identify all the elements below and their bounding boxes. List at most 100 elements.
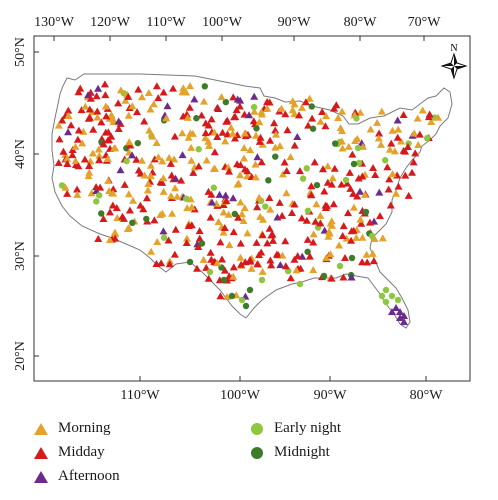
station-triangle-marker — [142, 194, 151, 202]
legend-item-afternoon: Afternoon — [34, 468, 120, 485]
station-triangle-marker — [228, 129, 237, 137]
station-triangle-marker — [288, 97, 297, 105]
station-triangle-marker — [167, 171, 176, 179]
station-triangle-marker — [397, 137, 406, 145]
station-circle-marker — [95, 192, 103, 199]
top-axis-label: 80°W — [344, 15, 378, 30]
station-triangle-marker — [336, 124, 345, 132]
station-circle-marker — [350, 160, 358, 168]
station-triangle-marker — [87, 189, 96, 197]
station-triangle-marker — [347, 273, 356, 281]
station-circle-marker — [198, 240, 206, 247]
station-triangle-marker — [326, 250, 335, 258]
station-triangle-marker — [250, 92, 259, 100]
station-triangle-marker — [413, 114, 422, 122]
station-triangle-marker — [236, 198, 245, 206]
station-triangle-marker — [102, 112, 111, 120]
station-triangle-marker — [257, 108, 266, 116]
station-triangle-marker — [166, 159, 175, 167]
station-triangle-marker — [259, 215, 268, 223]
station-triangle-marker — [112, 204, 121, 212]
station-triangle-marker — [182, 234, 191, 242]
station-triangle-marker — [375, 129, 384, 137]
station-triangle-marker — [74, 126, 83, 134]
station-triangle-marker — [159, 88, 168, 96]
station-triangle-marker — [159, 227, 168, 235]
station-triangle-marker — [92, 183, 101, 191]
station-triangle-marker — [255, 118, 264, 126]
station-triangle-marker — [240, 154, 249, 162]
station-triangle-marker — [338, 107, 347, 115]
station-triangle-marker — [73, 190, 82, 198]
station-triangle-marker — [195, 234, 204, 242]
station-triangle-marker — [157, 259, 166, 267]
station-triangle-marker — [63, 154, 72, 162]
station-triangle-marker — [386, 201, 395, 209]
station-circle-marker — [331, 140, 339, 147]
station-triangle-marker — [120, 180, 129, 188]
station-triangle-marker — [68, 151, 77, 159]
station-triangle-marker — [243, 167, 252, 175]
station-triangle-marker — [377, 107, 386, 115]
station-circle-marker — [299, 175, 307, 182]
station-triangle-marker — [396, 308, 404, 315]
station-triangle-marker — [286, 153, 295, 161]
station-triangle-marker — [224, 163, 233, 171]
station-triangle-marker — [236, 171, 245, 179]
station-circle-marker — [362, 208, 370, 216]
station-triangle-marker — [301, 98, 310, 106]
station-triangle-marker — [189, 168, 198, 176]
station-triangle-marker — [322, 254, 331, 262]
station-triangle-marker — [355, 187, 364, 195]
station-triangle-marker — [293, 252, 302, 260]
station-triangle-marker — [276, 261, 285, 269]
station-triangle-marker — [401, 147, 410, 155]
station-triangle-marker — [114, 125, 123, 133]
station-triangle-marker — [182, 239, 191, 247]
station-triangle-marker — [136, 169, 145, 177]
station-triangle-marker — [213, 259, 222, 267]
top-axis-label: 130°W — [34, 15, 75, 30]
station-circle-marker — [129, 219, 136, 227]
station-triangle-marker — [357, 219, 366, 227]
station-triangle-marker — [165, 153, 174, 161]
station-triangle-marker — [222, 197, 231, 205]
station-triangle-marker — [400, 312, 408, 319]
station-triangle-marker — [81, 102, 90, 110]
station-circle-marker — [98, 210, 105, 217]
station-triangle-marker — [105, 187, 114, 195]
station-triangle-marker — [134, 85, 143, 93]
station-triangle-marker — [266, 136, 275, 144]
station-triangle-marker — [347, 236, 356, 244]
bottom-axis-label: 80°W — [410, 388, 444, 403]
station-triangle-marker — [146, 105, 155, 113]
station-triangle-marker — [324, 232, 333, 240]
station-circle-marker — [262, 203, 269, 210]
station-triangle-marker — [353, 192, 362, 200]
station-triangle-marker — [356, 108, 365, 116]
station-triangle-marker — [236, 239, 245, 247]
station-triangle-marker — [225, 241, 234, 249]
station-triangle-marker — [310, 158, 319, 166]
station-triangle-marker — [150, 155, 159, 163]
station-triangle-marker — [358, 172, 367, 180]
station-triangle-marker — [321, 122, 330, 130]
station-triangle-marker — [136, 201, 145, 209]
station-triangle-marker — [71, 142, 80, 150]
station-triangle-marker — [223, 293, 232, 301]
station-triangle-marker — [288, 106, 297, 114]
station-triangle-marker — [358, 258, 367, 266]
station-triangle-marker — [252, 131, 261, 139]
map-frame — [33, 35, 471, 382]
station-triangle-marker — [396, 314, 404, 321]
station-triangle-marker — [246, 146, 255, 154]
station-triangle-marker — [64, 111, 73, 119]
station-circle-marker — [228, 292, 236, 300]
station-triangle-marker — [308, 114, 317, 122]
left-axis-label: 20°N — [13, 341, 28, 371]
station-triangle-marker — [241, 258, 250, 266]
station-triangle-marker — [318, 165, 327, 173]
station-triangle-marker — [322, 112, 331, 120]
station-triangle-marker — [178, 129, 187, 137]
station-triangle-marker — [269, 236, 278, 244]
